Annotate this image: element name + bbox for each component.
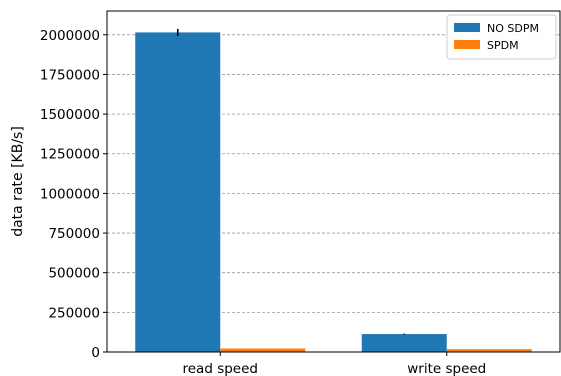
bar-spdm [446,349,532,352]
legend: NO SDPM SPDM [446,14,557,60]
bar-no-sdpm [361,334,447,352]
x-tick-label: read speed [183,361,258,376]
legend-swatch [454,23,480,32]
y-tick-label: 750000 [48,226,100,242]
legend-swatch [454,40,480,49]
legend-label: SPDM [487,39,519,52]
y-axis-ticks: 0 250000 500000 750000 1000000 1250000 1500000… [40,28,107,361]
x-axis-ticks: read speed write speed [183,352,486,376]
y-tick-label: 250000 [48,305,100,321]
bars [135,32,532,353]
y-tick-label: 500000 [48,266,100,282]
bar-spdm [220,348,306,352]
x-tick-label: write speed [407,361,486,376]
y-axis-label: data rate [KB/s] [10,126,26,237]
y-tick-label: 2000000 [40,28,100,44]
y-tick-label: 1250000 [40,147,100,163]
y-tick-label: 1000000 [40,186,100,202]
legend-label: NO SDPM [487,22,539,35]
y-tick-label: 1750000 [40,67,100,83]
plot-frame [106,10,561,353]
y-tick-label: 0 [91,345,100,361]
bar-no-sdpm [135,32,221,353]
y-tick-label: 1500000 [40,107,100,123]
error-bars [176,28,406,335]
